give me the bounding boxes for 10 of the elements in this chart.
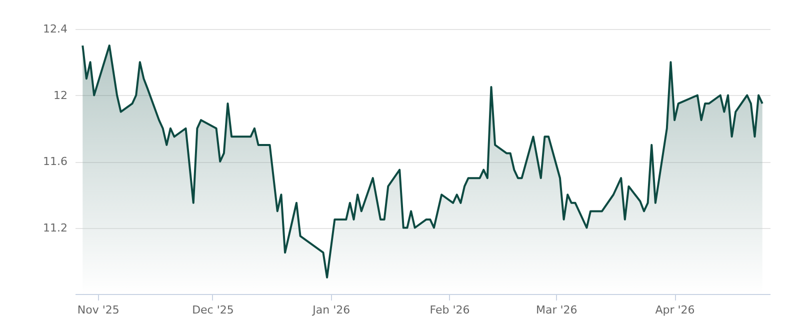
x-tick-label: Feb '26 [430, 304, 470, 316]
x-tick-label: Apr '26 [655, 304, 695, 316]
x-tick-label: Jan '26 [312, 304, 350, 316]
x-tick-label: Nov '25 [77, 304, 120, 316]
y-tick-label: 12.4 [43, 22, 68, 36]
x-tick-label: Dec '25 [192, 304, 234, 316]
y-tick-label: 11.6 [43, 155, 68, 168]
y-tick-label: 12 [54, 88, 68, 102]
x-tick-label: Mar '26 [536, 304, 578, 316]
y-tick-label: 11.2 [43, 221, 68, 234]
